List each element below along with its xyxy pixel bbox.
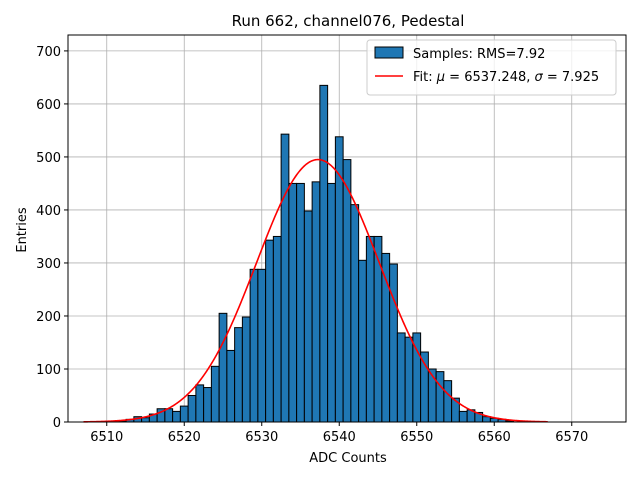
plot-frame — [67, 34, 627, 423]
histogram-bar — [350, 204, 360, 423]
histogram-bar — [172, 410, 181, 423]
x-tick-label: 6550 — [400, 430, 433, 445]
histogram-bar — [303, 210, 313, 423]
x-axis-label: ADC Counts — [309, 451, 387, 466]
histogram-bar — [342, 159, 352, 423]
histogram-bar — [141, 417, 150, 423]
histogram-bar — [458, 410, 468, 423]
y-axis-ticks: 0 100 200 300 400 500 600 700 — [36, 45, 68, 431]
y-tick-label: 300 — [36, 257, 61, 272]
histogram-bar — [195, 384, 205, 423]
histogram-bar — [319, 84, 329, 423]
histogram-bar — [288, 182, 298, 423]
histogram-bar — [179, 405, 189, 423]
x-tick-label: 6560 — [478, 430, 511, 445]
histogram-bar — [404, 336, 414, 423]
histogram-bar — [226, 349, 236, 423]
legend-fit-label: Fit: μ = 6537.248, σ = 7.925 — [413, 70, 599, 85]
y-tick-label: 400 — [36, 204, 61, 219]
legend-histogram-swatch — [374, 46, 404, 59]
chart-title: Run 662, channel076, Pedestal — [232, 12, 465, 30]
x-tick-label: 6530 — [245, 430, 278, 445]
histogram-bar — [435, 371, 445, 423]
histogram-bar — [396, 332, 406, 423]
histogram-bar — [280, 133, 290, 423]
y-tick-label: 200 — [36, 310, 61, 325]
fit-curve-layer — [83, 158, 548, 423]
x-tick-label: 6510 — [90, 430, 123, 445]
fit-curve — [83, 158, 548, 423]
x-axis-ticks: 6510 6520 6530 6540 6550 6560 6570 — [90, 422, 588, 445]
y-axis-label: Entries — [15, 207, 30, 253]
histogram-bar — [203, 387, 212, 423]
histogram-bar — [249, 268, 259, 423]
histogram-bar — [358, 259, 367, 423]
histogram-bar — [210, 365, 220, 423]
histogram-bar — [272, 235, 282, 423]
histogram-bar — [257, 268, 267, 423]
x-tick-label: 6540 — [323, 430, 356, 445]
legend-box — [366, 39, 617, 96]
histogram-bar — [241, 316, 251, 423]
x-tick-label: 6570 — [555, 430, 588, 445]
histogram-bar — [265, 239, 274, 423]
legend-histogram-label: Samples: RMS=7.92 — [413, 47, 545, 62]
histogram-bar — [164, 408, 174, 423]
y-tick-label: 600 — [36, 98, 61, 113]
y-tick-label: 100 — [36, 363, 61, 378]
legend: Samples: RMS=7.92 Fit: μ = 6537.248, σ =… — [366, 39, 617, 96]
histogram-bar — [482, 416, 491, 423]
y-tick-label: 0 — [53, 416, 61, 431]
histogram-bar — [218, 312, 228, 423]
histogram-bar — [234, 327, 243, 423]
histogram-bar — [365, 235, 375, 423]
histogram-bar — [296, 182, 305, 423]
histogram-bar — [389, 263, 398, 423]
histogram-bar — [327, 182, 336, 423]
y-tick-label: 700 — [36, 45, 61, 60]
y-tick-label: 500 — [36, 151, 61, 166]
histogram-bar — [443, 380, 453, 423]
histogram-bar — [187, 394, 197, 423]
histogram-bar — [311, 181, 321, 423]
x-tick-label: 6520 — [168, 430, 201, 445]
